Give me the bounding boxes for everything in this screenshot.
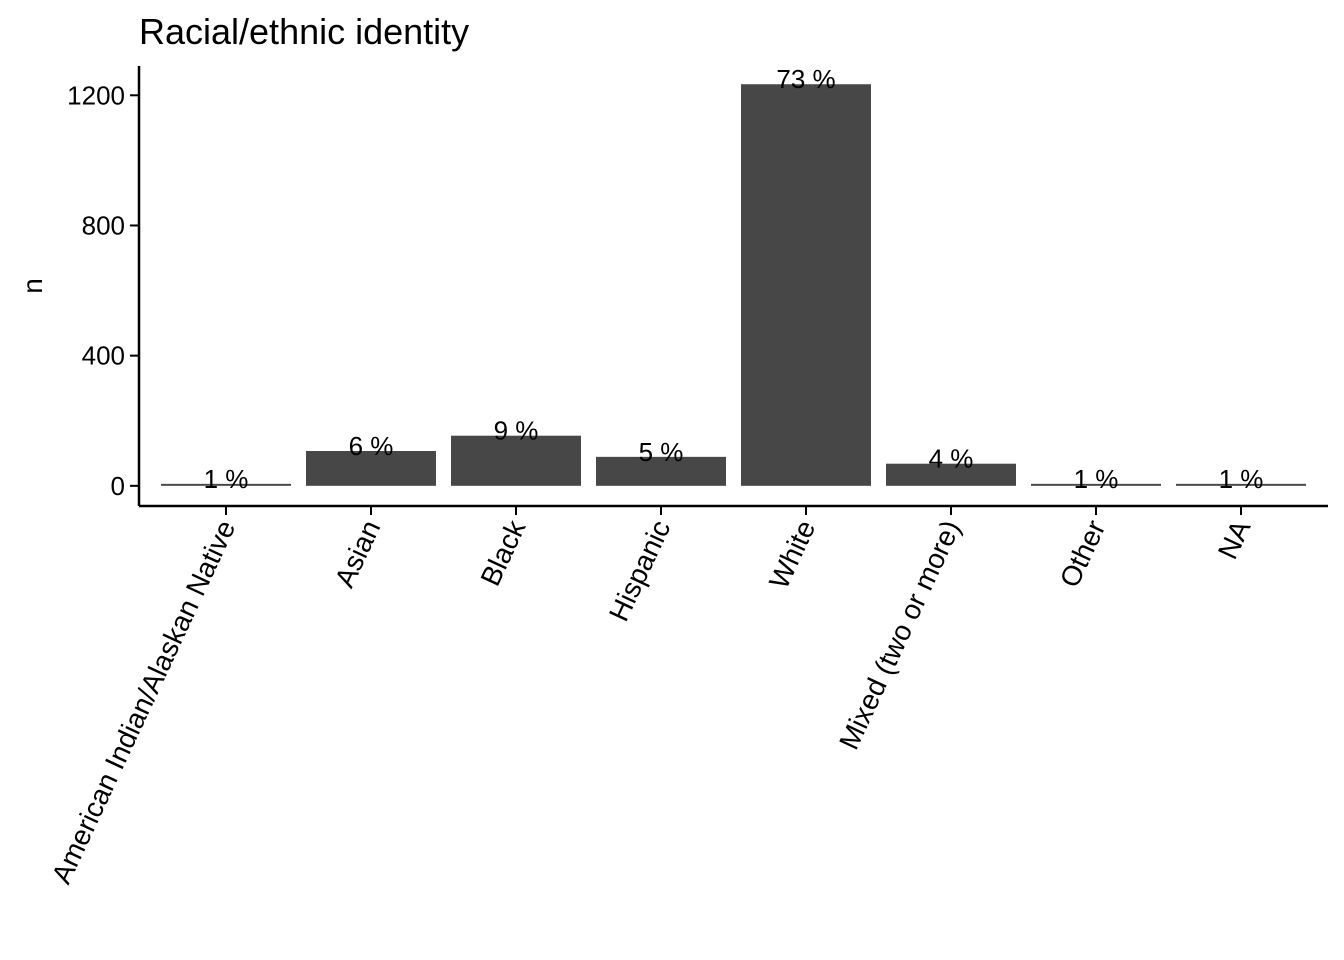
bar-0: [161, 483, 291, 486]
y-tick-label-3: 1200: [67, 80, 125, 110]
data-label-4: 73 %: [776, 64, 835, 94]
bar-1: [306, 451, 436, 486]
data-label-0: 1 %: [204, 464, 249, 494]
data-label-2: 9 %: [494, 416, 539, 446]
x-tick-label-7: NA: [1212, 515, 1257, 564]
bar-3: [596, 456, 726, 486]
x-tick-label-3: Hispanic: [603, 515, 676, 625]
x-tick-label-4: White: [763, 515, 821, 593]
bars-group: [161, 84, 1306, 486]
bar-5: [886, 463, 1016, 486]
x-axis: American Indian/Alaskan Native Asian Black…: [46, 504, 1328, 888]
x-tick-label-2: Black: [474, 515, 531, 591]
bar-6: [1031, 483, 1161, 486]
bar-4: [741, 84, 871, 486]
y-axis: 0 400 800 1200: [67, 66, 141, 506]
y-axis-label: n: [17, 278, 48, 294]
x-tick-label-0: American Indian/Alaskan Native: [46, 515, 242, 888]
bar-7: [1176, 483, 1306, 486]
chart-title: Racial/ethnic identity: [139, 11, 469, 52]
x-tick-label-6: Other: [1054, 515, 1112, 592]
data-label-1: 6 %: [349, 431, 394, 461]
data-label-7: 1 %: [1219, 464, 1264, 494]
data-label-6: 1 %: [1074, 464, 1119, 494]
y-tick-label-1: 400: [82, 341, 125, 371]
bar-2: [451, 435, 581, 486]
data-label-5: 4 %: [929, 444, 974, 474]
y-tick-label-2: 800: [82, 210, 125, 240]
data-labels-group: 1 % 6 % 9 % 5 % 73 % 4 % 1 % 1 %: [204, 64, 1264, 494]
x-tick-label-1: Asian: [329, 515, 387, 592]
x-tick-label-5: Mixed (two or more): [833, 515, 966, 754]
y-tick-label-0: 0: [111, 471, 125, 501]
data-label-3: 5 %: [639, 437, 684, 467]
